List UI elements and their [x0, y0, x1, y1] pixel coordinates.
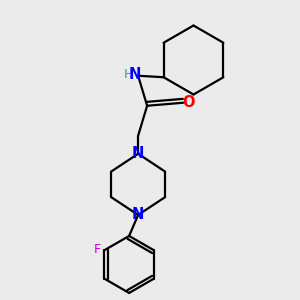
Text: N: N [132, 146, 144, 161]
Text: N: N [132, 207, 144, 222]
Text: H: H [124, 68, 134, 81]
Text: F: F [93, 243, 100, 256]
Text: N: N [129, 67, 141, 82]
Text: O: O [182, 95, 195, 110]
